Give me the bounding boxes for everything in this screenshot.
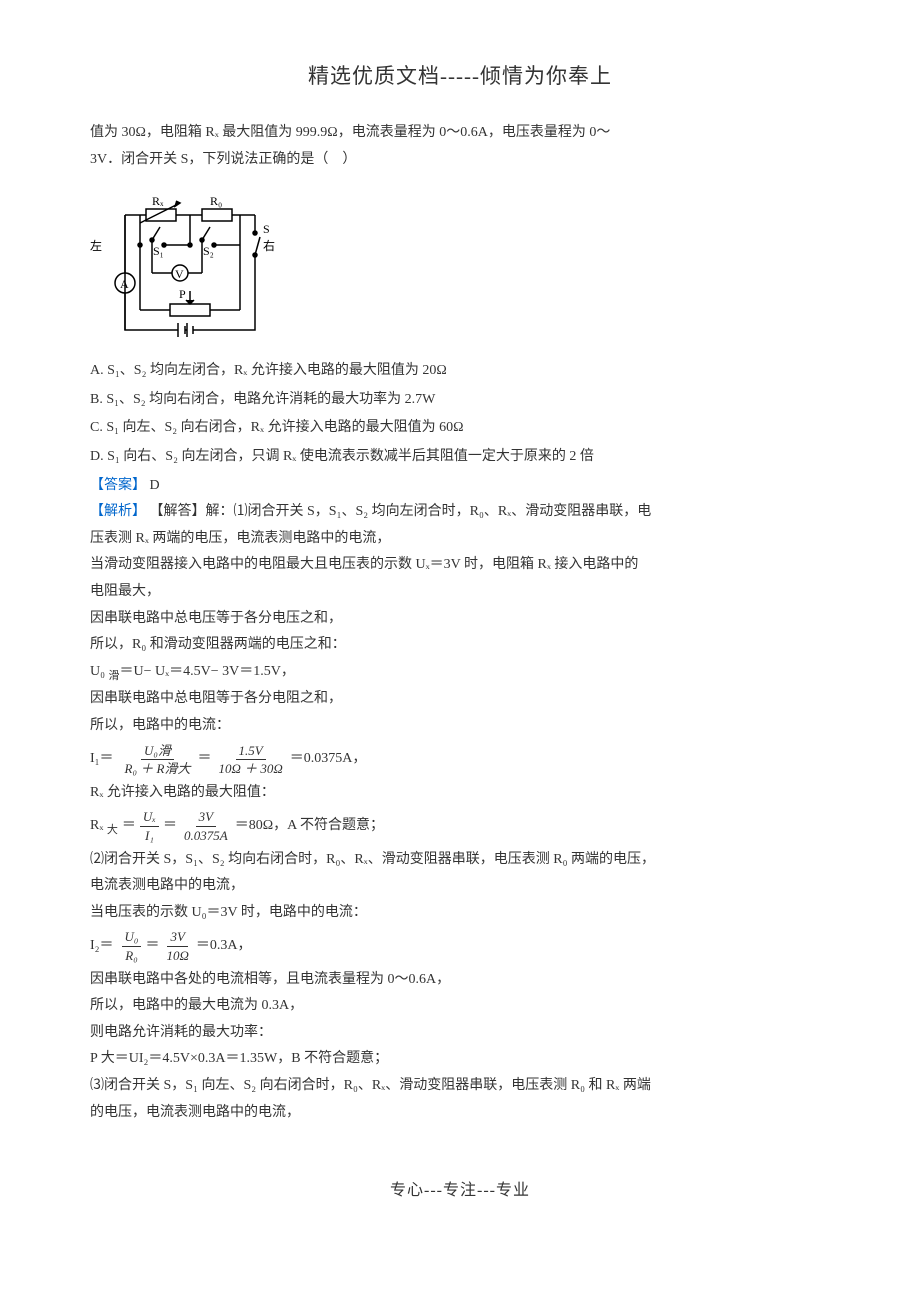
- option-b: B. S₁、S₂ 均向右闭合，电路允许消耗的最大功率为 2.7W: [90, 387, 830, 414]
- analysis-p2-l4: 因串联电路中各处的电流相等，且电流表量程为 0～0.6A，: [90, 967, 830, 994]
- circuit-label-r0: R₀: [210, 194, 222, 208]
- analysis-p2-l5: 所以，电路中的最大电流为 0.3A，: [90, 993, 830, 1020]
- analysis-p2-calcp: P 大＝UI₂＝4.5V×0.3A＝1.35W，B 不符合题意；: [90, 1046, 830, 1073]
- circuit-label-a: A: [120, 277, 129, 291]
- answer-label: 【答案】: [90, 478, 146, 493]
- analysis-p3-l1b: 的电压，电流表测电路中的电流，: [90, 1100, 830, 1127]
- analysis-p1-l3b: 电阻最大，: [90, 579, 830, 606]
- analysis-p1-calc1: U₀ 滑＝U− Uₓ＝4.5V− 3V＝1.5V，: [90, 659, 830, 687]
- circuit-label-v: V: [175, 267, 184, 281]
- analysis-row: 【解析】 【解答】解：⑴闭合开关 S，S₁、S₂ 均向左闭合时，R₀、Rₓ、滑动…: [90, 499, 830, 526]
- analysis-label: 【解析】: [90, 504, 146, 519]
- analysis-p1-l4: 因串联电路中总电压等于各分电压之和，: [90, 606, 830, 633]
- option-c: C. S₁ 向左、S₂ 向右闭合，Rₓ 允许接入电路的最大阻值为 60Ω: [90, 415, 830, 442]
- analysis-p1-l8: 所以，电路中的电流：: [90, 713, 830, 740]
- analysis-prefix: 【解答】解：: [150, 504, 234, 519]
- intro-line-2: 3V．闭合开关 S，下列说法正确的是（ ）: [90, 147, 830, 174]
- circuit-diagram: 左 右 Rₓ R₀ S₁ S₂ S A V P: [90, 185, 285, 350]
- analysis-p2-l6: 则电路允许消耗的最大功率：: [90, 1020, 830, 1047]
- analysis-p1-l2: 压表测 Rₓ 两端的电压，电流表测电路中的电流，: [90, 526, 830, 553]
- circuit-label-s1: S₁: [153, 244, 164, 258]
- analysis-p1-l5: 所以，R₀ 和滑动变阻器两端的电压之和：: [90, 632, 830, 659]
- circuit-label-left: 左: [90, 238, 102, 253]
- formula-i2: I₂＝ U₀ R₀ ＝ 3V 10Ω ＝0.3A，: [90, 929, 830, 963]
- analysis-p2-l1b: 电流表测电路中的电流，: [90, 873, 830, 900]
- content-area: 值为 30Ω，电阻箱 Rₓ 最大阻值为 999.9Ω，电流表量程为 0～0.6A…: [90, 120, 830, 1126]
- circuit-label-rx: Rₓ: [152, 194, 164, 208]
- circuit-label-s: S: [263, 222, 270, 236]
- page-footer: 专心---专注---专业: [90, 1176, 830, 1200]
- option-a: A. S₁、S₂ 均向左闭合，Rₓ 允许接入电路的最大阻值为 20Ω: [90, 358, 830, 385]
- answer-row: 【答案】 D: [90, 473, 830, 500]
- intro-line-1: 值为 30Ω，电阻箱 Rₓ 最大阻值为 999.9Ω，电流表量程为 0～0.6A…: [90, 120, 830, 147]
- analysis-p2-l2: 当电压表的示数 U₀＝3V 时，电路中的电流：: [90, 900, 830, 927]
- answer-value: D: [150, 478, 160, 493]
- circuit-label-right: 右: [263, 238, 275, 253]
- analysis-p1-l3a: 当滑动变阻器接入电路中的电阻最大且电压表的示数 Uₓ＝3V 时，电阻箱 Rₓ 接…: [90, 552, 830, 579]
- analysis-p1-l7: 因串联电路中总电阻等于各分电阻之和，: [90, 686, 830, 713]
- formula-i1: I₁＝ U₀滑 R₀ ＋ R滑大 ＝ 1.5V 10Ω ＋ 30Ω ＝0.037…: [90, 743, 830, 777]
- analysis-p3-l1a: ⑶闭合开关 S，S₁ 向左、S₂ 向右闭合时，R₀、Rₓ、滑动变阻器串联，电压表…: [90, 1073, 830, 1100]
- page-header: 精选优质文档-----倾情为你奉上: [90, 60, 830, 90]
- analysis-p1-l10: Rₓ 允许接入电路的最大阻值：: [90, 780, 830, 807]
- analysis-p2-l1a: ⑵闭合开关 S，S₁、S₂ 均向右闭合时，R₀、Rₓ、滑动变阻器串联，电压表测 …: [90, 847, 830, 874]
- circuit-label-p: P: [179, 287, 186, 301]
- circuit-label-s2: S₂: [203, 244, 214, 258]
- option-d: D. S₁ 向右、S₂ 向左闭合，只调 Rₓ 使电流表示数减半后其阻值一定大于原…: [90, 444, 830, 471]
- formula-rx: Rₓ 大 ＝ Uₓ I₁ ＝ 3V 0.0375A ＝80Ω，A 不符合题意；: [90, 809, 830, 843]
- analysis-p1-l1: ⑴闭合开关 S，S₁、S₂ 均向左闭合时，R₀、Rₓ、滑动变阻器串联，电: [234, 504, 652, 519]
